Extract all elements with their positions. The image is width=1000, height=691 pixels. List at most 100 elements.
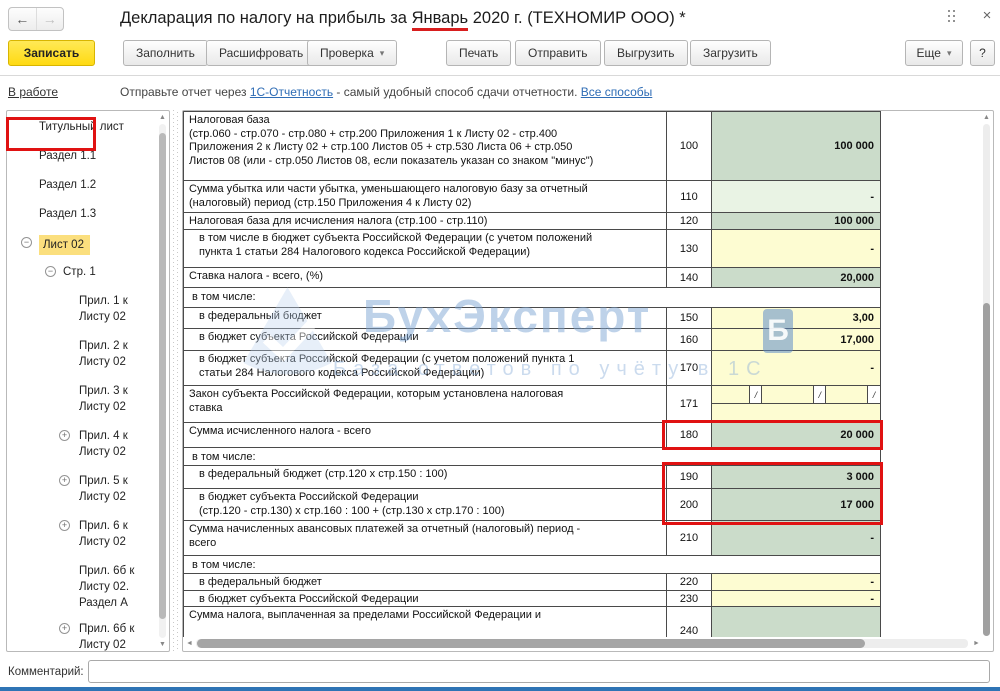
row-value[interactable] [712,607,881,637]
row-label: в федеральный бюджет (стр.120 х стр.150 … [184,466,667,488]
expand-plus-icon[interactable]: + [59,430,70,441]
collapse-minus-icon[interactable]: − [21,237,32,248]
table-row-110: Сумма убытка или части убытка, уменьшающ… [184,181,881,213]
row-value[interactable]: 100 000 [712,112,881,180]
sidebar-item-appendix-6b-section-a[interactable]: Прил. 6б к Листу 02. Раздел А [7,563,157,611]
row-code: 100 [667,112,712,180]
scroll-left-icon[interactable]: ◄ [186,640,193,647]
sidebar-item-section-1-2[interactable]: Раздел 1.2 [7,177,157,193]
scrollbar-thumb[interactable] [197,639,865,648]
sidebar-item-appendix-6b[interactable]: + Прил. 6б к Листу 02 [7,621,157,651]
sidebar-item-appendix-1[interactable]: Прил. 1 к Листу 02 [7,293,157,325]
sidebar-item-appendix-4[interactable]: + Прил. 4 к Листу 02 [7,428,157,460]
row-value[interactable]: - [712,591,881,606]
row-value[interactable]: 100 000 [712,213,881,229]
help-button[interactable]: ? [970,40,995,66]
title-highlight-january: Январь [411,9,469,31]
sidebar-item-label: Стр. 1 [63,266,96,278]
send-button[interactable]: Отправить [515,40,601,66]
back-arrow-icon[interactable]: ← [9,8,37,30]
law-input-cell[interactable] [712,386,750,403]
fill-button[interactable]: Заполнить [123,40,208,66]
row-label: в федеральный бюджет [184,308,667,328]
scroll-down-icon[interactable]: ▼ [159,641,166,648]
sidebar-item-label: Прил. 5 к Листу 02 [79,475,128,503]
scrollbar-thumb[interactable] [159,133,166,619]
law-input-cell-wide[interactable] [712,404,880,422]
save-button[interactable]: Записать [8,40,95,66]
nav-buttons[interactable]: ← → [8,7,64,31]
row-value[interactable]: - [712,521,881,555]
row-code: 120 [667,213,712,229]
window-menu-dots-icon[interactable] [948,10,958,26]
sidebar-item-appendix-5[interactable]: + Прил. 5 к Листу 02 [7,473,157,505]
row-code: 130 [667,230,712,267]
scroll-right-icon[interactable]: ► [973,640,980,647]
annotation-red-box-sheet-02 [6,117,96,151]
print-button[interactable]: Печать [446,40,512,66]
row-value[interactable]: 3 000 [712,466,881,488]
sidebar-item-section-1-1[interactable]: Раздел 1.1 [7,148,157,164]
sidebar-item-sheet-02[interactable]: − Лист 02 [7,235,157,255]
scrollbar-thumb[interactable] [983,303,990,636]
expand-plus-icon[interactable]: + [59,520,70,531]
row-value[interactable]: 17 000 [712,489,881,520]
table-section-row: в том числе: [184,448,881,466]
sidebar-item-appendix-3[interactable]: Прил. 3 к Листу 02 [7,383,157,415]
table-row-240-partial: Сумма налога, выплаченная за пределами Р… [184,607,881,637]
close-icon[interactable]: × [982,6,992,24]
chevron-down-icon: ▾ [379,47,385,58]
row-value[interactable]: - [712,351,881,385]
export-button[interactable]: Выгрузить [604,40,688,66]
sidebar-item-label: Прил. 6б к Листу 02. Раздел А [79,565,135,609]
collapse-minus-icon[interactable]: − [45,266,56,277]
sidebar-item-label: Прил. 3 к Листу 02 [79,385,128,413]
row-code: 140 [667,268,712,287]
import-button[interactable]: Загрузить [690,40,771,66]
panel-splitter[interactable] [173,110,178,652]
status-message: Отправьте отчет через 1С-Отчетность - са… [120,85,652,99]
law-input-cell[interactable] [826,386,867,403]
sidebar-item-appendix-6[interactable]: + Прил. 6 к Листу 02 [7,518,157,550]
sidebar-item-title-page[interactable]: Титульный лист [7,119,157,135]
row-value[interactable]: 3,00 [712,308,881,328]
scroll-up-icon[interactable]: ▲ [983,114,990,121]
sidebar-item-section-1-3[interactable]: Раздел 1.3 [7,206,157,222]
row-label: Налоговая база (стр.060 - стр.070 - стр.… [184,112,667,180]
row-value[interactable]: 20,000 [712,268,881,287]
title-prefix: Декларация по налогу на прибыль за [120,9,412,27]
sidebar-item-page-1[interactable]: − Стр. 1 [7,264,157,280]
table-row-230: в бюджет субъекта Российской Федерации 2… [184,591,881,607]
all-methods-link[interactable]: Все способы [580,85,653,99]
comment-input[interactable] [88,660,990,683]
law-input-cell[interactable] [762,386,814,403]
scroll-up-icon[interactable]: ▲ [159,114,166,121]
sidebar-item-appendix-2[interactable]: Прил. 2 к Листу 02 [7,338,157,370]
status-state-link[interactable]: В работе [8,85,59,99]
page-title: Декларация по налогу на прибыль за Январ… [120,9,686,31]
row-value[interactable]: - [712,574,881,590]
table-row-200: в бюджет субъекта Российской Федерации (… [184,489,881,521]
row-label: в том числе в бюджет субъекта Российской… [184,230,667,267]
row-value[interactable]: - [712,181,881,212]
sidebar-item-label: Прил. 6 к Листу 02 [79,520,128,548]
table-row-100: Налоговая база (стр.060 - стр.070 - стр.… [184,112,881,181]
table-row-140: Ставка налога - всего, (%) 140 20,000 [184,268,881,288]
more-button[interactable]: Еще ▾ [905,40,963,66]
row-code: 150 [667,308,712,328]
window-bottom-border [0,687,1000,691]
check-button[interactable]: Проверка ▾ [307,40,398,66]
row-label: в федеральный бюджет [184,574,667,590]
sidebar-item-label: Раздел 1.3 [39,208,97,220]
decode-button[interactable]: Расшифровать [206,40,317,66]
sidebar-item-label: Раздел 1.2 [39,179,97,191]
row-value[interactable]: 17,000 [712,329,881,350]
row-value[interactable]: 20 000 [712,423,881,447]
1c-reporting-link[interactable]: 1С-Отчетность [249,85,334,99]
row-value[interactable]: - [712,230,881,267]
sidebar-item-label: Прил. 1 к Листу 02 [79,295,128,323]
expand-plus-icon[interactable]: + [59,475,70,486]
expand-plus-icon[interactable]: + [59,623,70,634]
forward-arrow-icon[interactable]: → [42,11,57,27]
